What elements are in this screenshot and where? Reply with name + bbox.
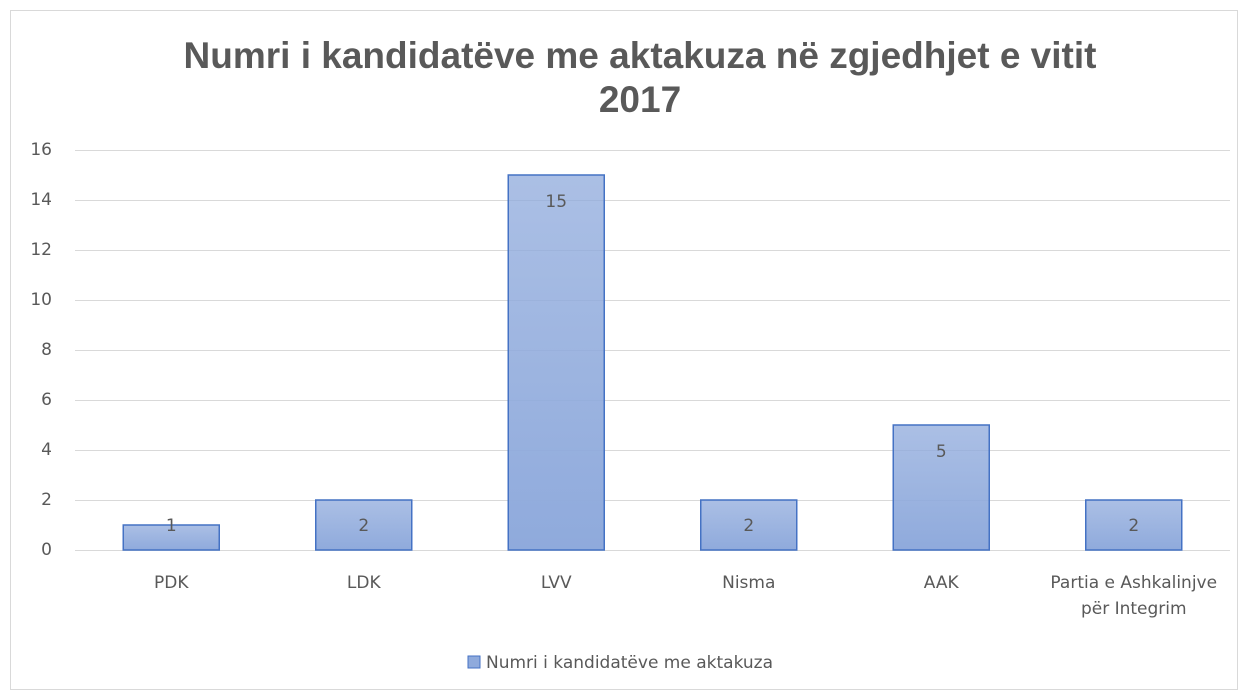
y-tick-label: 0 [41,540,52,560]
bar [507,174,605,551]
x-tick-label: PDK [154,573,189,593]
bar [892,424,990,551]
legend-swatch [467,655,481,669]
data-label: 5 [936,442,947,462]
y-tick-label: 16 [30,140,52,160]
x-tick-label: Nisma [722,573,776,593]
y-tick-label: 12 [30,240,52,260]
legend-label: Numri i kandidatëve me aktakuza [486,653,773,673]
x-tick-label: AAK [923,573,959,593]
data-label: 2 [743,516,754,536]
y-tick-label: 2 [41,490,52,510]
chart-border [10,10,1238,690]
bar [700,499,798,551]
y-tick-label: 10 [30,290,52,310]
data-label: 2 [1128,516,1139,536]
x-tick-label: LVV [540,573,572,593]
data-label: 1 [166,516,177,536]
bar [315,499,413,551]
bar [122,524,220,551]
y-tick-label: 8 [41,340,52,360]
y-tick-label: 4 [41,440,52,460]
y-tick-label: 6 [41,390,52,410]
x-tick-label: Partia e Ashkalinjve për Integrim [1050,573,1218,619]
y-tick-label: 14 [30,190,52,210]
chart-title: Numri i kandidatëve me aktakuza në zgjed… [183,35,1097,120]
x-tick-label: LDK [346,573,381,593]
bar [1085,499,1183,551]
data-label: 15 [545,192,567,212]
data-label: 2 [358,516,369,536]
